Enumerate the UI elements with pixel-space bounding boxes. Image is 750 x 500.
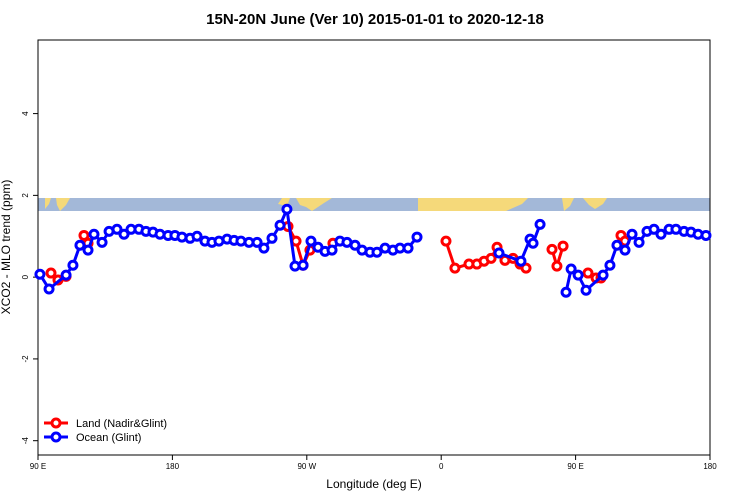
x-tick-label: 180 [703,462,717,471]
x-tick-label: 90 W [297,462,316,471]
data-point [560,286,572,298]
data-point [371,246,383,258]
plot-frame [37,39,711,456]
legend-marker [50,417,62,429]
data-point [700,229,712,241]
data-point [655,228,667,240]
data-point [557,240,569,252]
data-point [67,259,79,271]
x-tick-label: 180 [166,462,180,471]
data-point [411,231,423,243]
data-point [515,255,527,267]
data-point [449,262,461,274]
y-axis-label: XCO2 - MLO trend (ppm) [0,180,13,315]
data-point [266,232,278,244]
data-point [485,252,497,264]
data-point [546,243,558,255]
data-point [88,228,100,240]
y-tick-label: 2 [21,193,30,198]
data-point [43,283,55,295]
legend-marker [50,431,62,443]
data-point [349,239,361,251]
x-tick-label: 0 [439,462,444,471]
data-point [45,267,57,279]
data-point [648,223,660,235]
data-point [626,228,638,240]
data-point [281,203,293,215]
data-point [305,235,317,247]
y-tick-label: -2 [21,355,30,363]
data-point [274,219,286,231]
data-point [118,228,130,240]
data-point [74,239,86,251]
data-point [78,229,90,241]
data-point [258,242,270,254]
map-strip [38,198,710,211]
data-point [402,242,414,254]
x-axis-label: Longitude (deg E) [326,477,421,491]
data-point [611,239,623,251]
chart-title: 15N-20N June (Ver 10) 2015-01-01 to 2020… [206,11,544,28]
x-tick-label: 90 E [30,462,46,471]
data-point [534,218,546,230]
data-point [580,284,592,296]
data-point [96,236,108,248]
data-point [527,237,539,249]
data-point [633,236,645,248]
data-point [604,259,616,271]
data-point [191,230,203,242]
data-point [520,262,532,274]
data-point [34,268,46,280]
legend-label: Ocean (Glint) [76,432,141,444]
y-tick-label: 4 [21,111,30,116]
data-point [111,223,123,235]
data-point [493,247,505,259]
y-tick-label: -4 [21,437,30,445]
data-point [60,269,72,281]
data-point [597,269,609,281]
y-tick-label: 0 [21,274,30,279]
x-tick-label: 90 E [567,462,583,471]
legend-label: Land (Nadir&Glint) [76,418,167,430]
data-point [251,236,263,248]
data-point [551,260,563,272]
data-point [326,244,338,256]
data-point [619,244,631,256]
data-point [440,235,452,247]
data-point [582,267,594,279]
data-point [82,244,94,256]
data-point [297,259,309,271]
data-point [572,269,584,281]
data-point [565,263,577,275]
